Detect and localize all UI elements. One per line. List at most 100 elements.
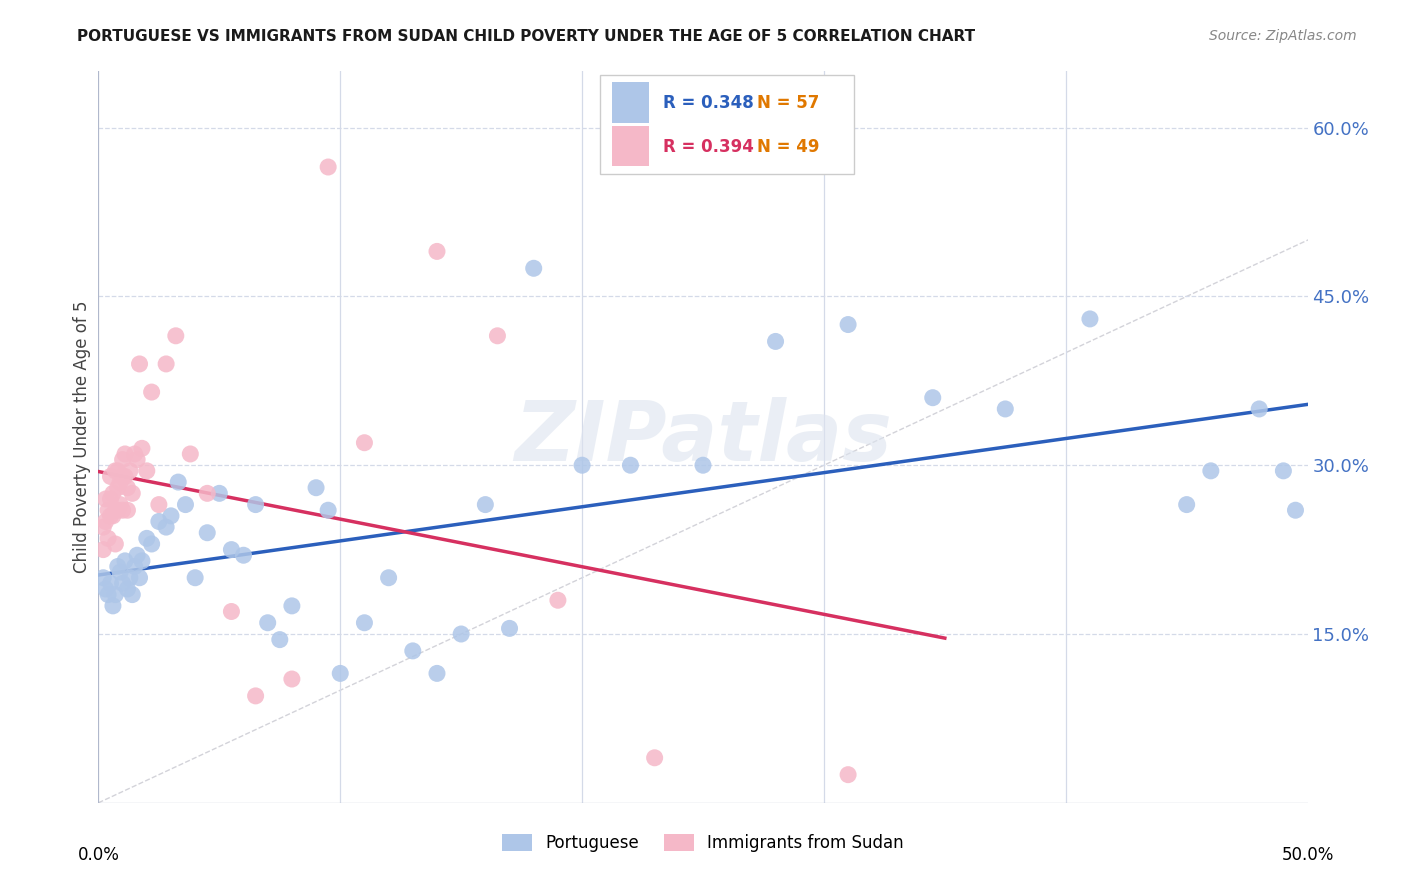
Point (127, 548, 149, 562)
Point (148, 515, 170, 529)
Point (141, 385, 163, 400)
Point (114, 554, 136, 568)
Point (107, 559, 129, 574)
Point (353, 615, 375, 630)
Point (316, 160, 339, 174)
Point (221, 542, 243, 557)
Point (135, 532, 157, 546)
Text: 50.0%: 50.0% (1281, 846, 1334, 863)
Point (474, 498, 496, 512)
Point (108, 498, 131, 512)
Point (104, 503, 127, 517)
Point (100, 491, 122, 506)
Point (104, 464, 127, 478)
Point (124, 447, 146, 461)
Point (111, 452, 134, 467)
Legend: Portuguese, Immigrants from Sudan: Portuguese, Immigrants from Sudan (494, 825, 912, 860)
Point (117, 582, 139, 596)
Point (1078, 312, 1101, 326)
Point (101, 599, 124, 613)
Point (91, 520, 114, 534)
Point (155, 520, 177, 534)
Text: ZIPatlas: ZIPatlas (515, 397, 891, 477)
Point (195, 486, 218, 500)
Point (837, 318, 859, 332)
Point (155, 357, 177, 371)
Point (329, 666, 352, 681)
Point (101, 508, 124, 523)
Point (141, 537, 163, 551)
Point (107, 464, 129, 478)
Point (426, 244, 449, 259)
Text: N = 57: N = 57 (758, 94, 820, 112)
Text: 0.0%: 0.0% (77, 846, 120, 863)
Point (1175, 498, 1198, 512)
Point (1249, 401, 1271, 416)
Point (131, 442, 153, 456)
Point (1199, 464, 1222, 478)
Point (114, 447, 136, 461)
Point (91, 542, 114, 557)
Text: N = 49: N = 49 (758, 137, 820, 156)
Point (269, 632, 291, 647)
Text: Source: ZipAtlas.com: Source: ZipAtlas.com (1209, 29, 1357, 44)
Point (765, 334, 787, 349)
Point (104, 588, 127, 602)
Point (97, 503, 120, 517)
Point (118, 571, 141, 585)
Point (165, 328, 187, 343)
Bar (613, 127, 648, 167)
Point (100, 576, 122, 591)
Point (353, 435, 375, 450)
Point (101, 486, 124, 500)
Text: PORTUGUESE VS IMMIGRANTS FROM SUDAN CHILD POVERTY UNDER THE AGE OF 5 CORRELATION: PORTUGUESE VS IMMIGRANTS FROM SUDAN CHIL… (77, 29, 976, 45)
Point (117, 481, 139, 495)
Point (208, 486, 231, 500)
Point (124, 559, 146, 574)
Point (174, 498, 197, 512)
Point (184, 571, 207, 585)
Point (100, 508, 122, 523)
Point (619, 458, 641, 473)
Point (377, 571, 399, 585)
Point (921, 391, 943, 405)
Point (498, 621, 520, 635)
Point (571, 458, 593, 473)
Point (221, 605, 243, 619)
Point (94, 582, 117, 596)
Point (121, 588, 143, 602)
Y-axis label: Child Poverty Under the Age of 5: Child Poverty Under the Age of 5 (73, 301, 91, 574)
Point (692, 458, 714, 473)
Point (128, 357, 150, 371)
Point (111, 469, 134, 483)
Point (114, 469, 136, 483)
Point (245, 689, 267, 703)
Point (107, 503, 129, 517)
Point (281, 599, 304, 613)
Point (402, 644, 425, 658)
Point (104, 537, 127, 551)
Point (97, 532, 120, 546)
Point (118, 464, 141, 478)
Point (135, 464, 157, 478)
Text: R = 0.348: R = 0.348 (664, 94, 754, 112)
Point (281, 672, 304, 686)
Point (148, 498, 170, 512)
Point (316, 503, 339, 517)
Point (107, 481, 129, 495)
Point (131, 554, 153, 568)
Point (1284, 503, 1306, 517)
Point (160, 508, 183, 523)
Point (195, 525, 218, 540)
Point (644, 751, 666, 765)
Point (994, 401, 1017, 416)
Point (121, 486, 143, 500)
Point (232, 548, 254, 562)
Text: R = 0.394: R = 0.394 (664, 137, 754, 156)
Point (94, 515, 117, 529)
Point (97, 588, 120, 602)
Point (117, 503, 139, 517)
Point (111, 576, 134, 591)
Point (256, 615, 278, 630)
Point (111, 503, 134, 517)
